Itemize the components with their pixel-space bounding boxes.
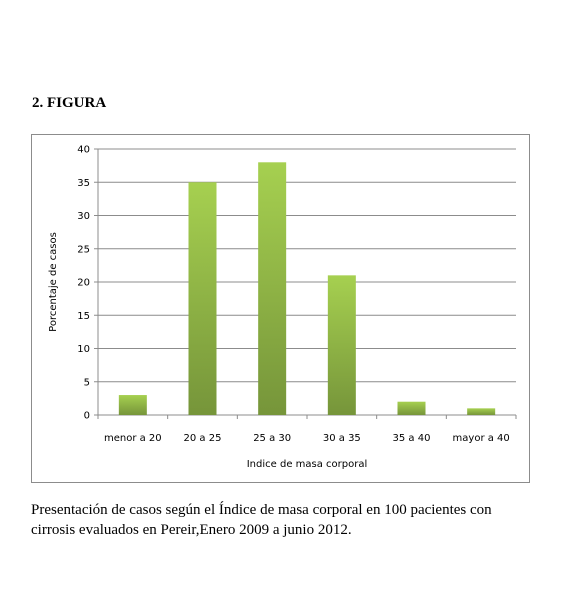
figure-heading: 2. FIGURA xyxy=(32,95,107,111)
x-tick-label: mayor a 40 xyxy=(453,433,510,444)
bar xyxy=(118,395,147,415)
chart-frame: 0 5 10 15 20 25 30 35 40 menor a 20 20 a 25 25 a 3… xyxy=(31,134,530,483)
bar xyxy=(188,182,217,415)
x-tick-label: 25 a 30 xyxy=(253,433,291,444)
x-tick-labels: menor a 20 20 a 25 25 a 30 30 a 35 35 a 40 ma… xyxy=(97,415,517,444)
y-tick-label: 10 xyxy=(77,344,90,355)
y-tick-label: 25 xyxy=(77,244,90,255)
caption-line-2: cirrosis evaluados en Pereir,Enero 2009 … xyxy=(31,522,352,538)
x-tick-label: 35 a 40 xyxy=(393,433,431,444)
y-tick-label: 20 xyxy=(77,278,90,289)
gridlines xyxy=(94,148,516,416)
y-tick-label: 15 xyxy=(77,311,90,322)
y-tick-label: 0 xyxy=(84,411,90,422)
bars xyxy=(118,162,496,415)
bar xyxy=(397,401,426,415)
bar xyxy=(258,162,287,415)
bar xyxy=(327,275,356,415)
y-tick-label: 35 xyxy=(77,178,90,189)
y-tick-label: 30 xyxy=(77,211,90,222)
bar xyxy=(467,408,496,415)
y-tick-label: 40 xyxy=(77,145,90,156)
x-tick-label: 30 a 35 xyxy=(323,433,361,444)
caption-line-1: Presentación de casos según el Índice de… xyxy=(31,502,492,518)
x-tick-label: menor a 20 xyxy=(104,433,162,444)
x-tick-label: 20 a 25 xyxy=(184,433,222,444)
y-tick-labels: 0 5 10 15 20 25 30 35 40 xyxy=(77,145,90,422)
bar-chart: 0 5 10 15 20 25 30 35 40 menor a 20 20 a 25 25 a 3… xyxy=(48,145,517,470)
x-axis-title: Indice de masa corporal xyxy=(247,459,368,470)
y-axis-title: Porcentaje de casos xyxy=(48,232,59,332)
figure-caption: Presentación de casos según el Índice de… xyxy=(31,500,551,540)
y-tick-label: 5 xyxy=(84,377,90,388)
